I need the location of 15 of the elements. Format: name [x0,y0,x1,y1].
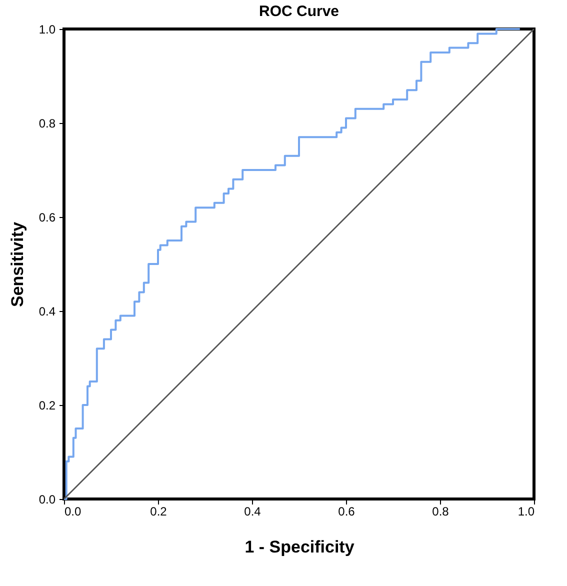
y-tick-label: 0.8 [38,116,56,130]
y-tick-label: 0.4 [38,304,56,318]
x-axis-title: 1 - Specificity [244,538,355,556]
x-tick-label: 0.4 [244,504,262,518]
x-tick-label: 0.6 [338,504,356,518]
chart-title: ROC Curve [258,3,340,20]
y-tick-label: 0.0 [38,492,56,506]
x-tick-label: 0.8 [432,504,450,518]
x-tick-label: 1.0 [518,504,535,518]
y-tick-label: 1.0 [38,22,56,36]
y-axis-title: Sensitivity [8,221,27,308]
y-tick-label: 0.6 [38,210,56,224]
y-tick-label: 0.2 [38,398,56,412]
x-tick-label: 0.2 [150,504,168,518]
x-tick-label: 0.0 [64,504,82,518]
